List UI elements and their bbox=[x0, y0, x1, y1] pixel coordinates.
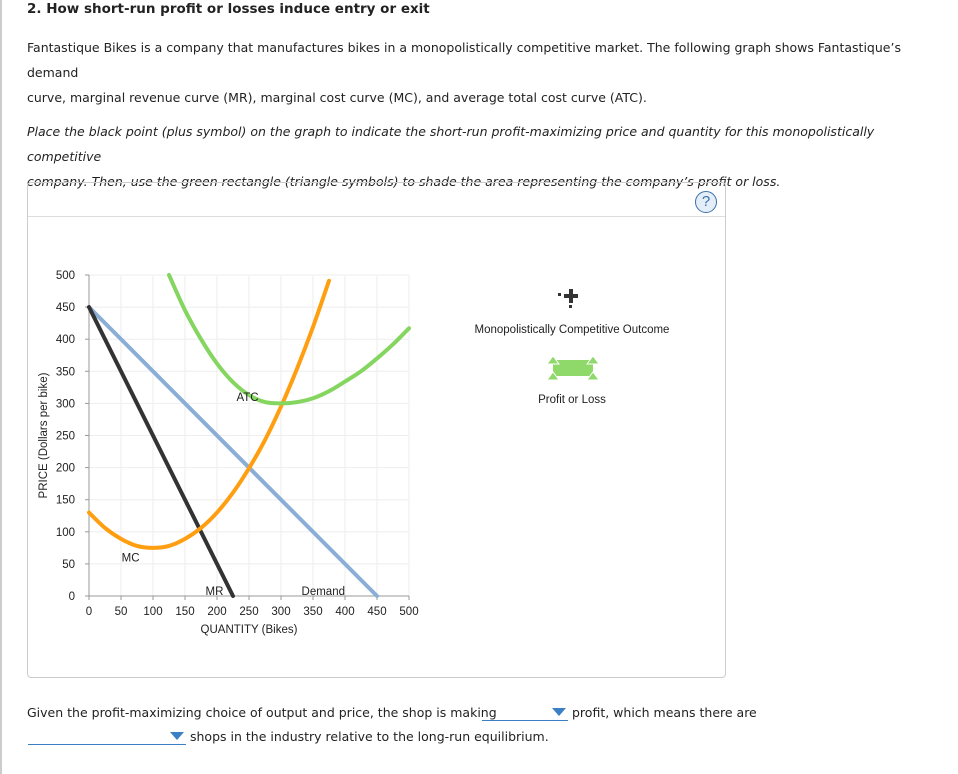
intro-line: curve, marginal revenue curve (MR), marg… bbox=[27, 90, 647, 105]
intro-text: Fantastique Bikes is a company that manu… bbox=[27, 35, 927, 110]
x-tick-label: 450 bbox=[367, 606, 386, 618]
question-part3: shops in the industry relative to the lo… bbox=[190, 729, 549, 744]
profit-rectangle-tool[interactable] bbox=[546, 355, 600, 381]
panel-divider bbox=[28, 216, 725, 217]
intro-line: Fantastique Bikes is a company that manu… bbox=[27, 40, 901, 80]
x-tick-label: 150 bbox=[175, 606, 194, 618]
curve-label-mc: MC bbox=[122, 552, 140, 564]
plus-point-tool[interactable] bbox=[556, 287, 580, 311]
y-tick-label: 100 bbox=[56, 527, 75, 539]
instruction-line: Place the black point (plus symbol) on t… bbox=[27, 124, 875, 164]
y-tick-label: 50 bbox=[62, 559, 75, 571]
x-tick-label: 400 bbox=[335, 606, 354, 618]
y-tick-label: 0 bbox=[69, 591, 75, 603]
x-tick-label: 300 bbox=[271, 606, 290, 618]
curve-atc bbox=[167, 273, 411, 406]
instructions-text: Place the black point (plus symbol) on t… bbox=[27, 119, 927, 194]
curve-mr bbox=[87, 305, 235, 598]
legend-outcome-label: Monopolistically Competitive Outcome bbox=[474, 324, 670, 336]
curve-label-atc: ATC bbox=[236, 392, 258, 404]
left-border bbox=[0, 0, 2, 774]
x-tick-label: 500 bbox=[399, 606, 418, 618]
dropdown-arrow-icon bbox=[170, 732, 184, 740]
profit-type-dropdown[interactable] bbox=[482, 704, 568, 721]
x-tick-label: 100 bbox=[143, 606, 162, 618]
y-tick-label: 500 bbox=[56, 270, 75, 282]
graph-panel: ? bbox=[27, 182, 726, 678]
x-tick-label: 50 bbox=[115, 606, 128, 618]
y-tick-label: 200 bbox=[56, 463, 75, 475]
curve-mc bbox=[87, 278, 331, 550]
question-title: 2. How short-run profit or losses induce… bbox=[27, 1, 430, 17]
instruction-line: company. Then, use the green rectangle (… bbox=[27, 174, 781, 189]
y-tick-label: 400 bbox=[56, 334, 75, 346]
y-tick-label: 350 bbox=[56, 366, 75, 378]
x-axis-label: QUANTITY (Bikes) bbox=[201, 624, 298, 636]
y-tick-label: 450 bbox=[56, 302, 75, 314]
dropdown-arrow-icon bbox=[552, 708, 566, 716]
curve-label-mr: MR bbox=[206, 586, 224, 598]
x-tick-label: 350 bbox=[303, 606, 322, 618]
help-icon[interactable]: ? bbox=[695, 191, 717, 213]
y-tick-label: 250 bbox=[56, 431, 75, 443]
y-tick-label: 150 bbox=[56, 495, 75, 507]
curve-demand bbox=[87, 305, 379, 598]
curve-label-demand: Demand bbox=[302, 586, 345, 598]
y-tick-label: 300 bbox=[56, 398, 75, 410]
shop-count-dropdown[interactable] bbox=[28, 728, 186, 745]
x-tick-label: 0 bbox=[86, 606, 92, 618]
x-tick-label: 250 bbox=[239, 606, 258, 618]
question-part2: profit, which means there are bbox=[572, 705, 757, 720]
question-part1: Given the profit-maximizing choice of ou… bbox=[27, 705, 497, 720]
x-tick-label: 200 bbox=[207, 606, 226, 618]
legend-profit-label: Profit or Loss bbox=[538, 394, 606, 406]
y-axis-label: PRICE (Dollars per bike) bbox=[38, 372, 50, 498]
